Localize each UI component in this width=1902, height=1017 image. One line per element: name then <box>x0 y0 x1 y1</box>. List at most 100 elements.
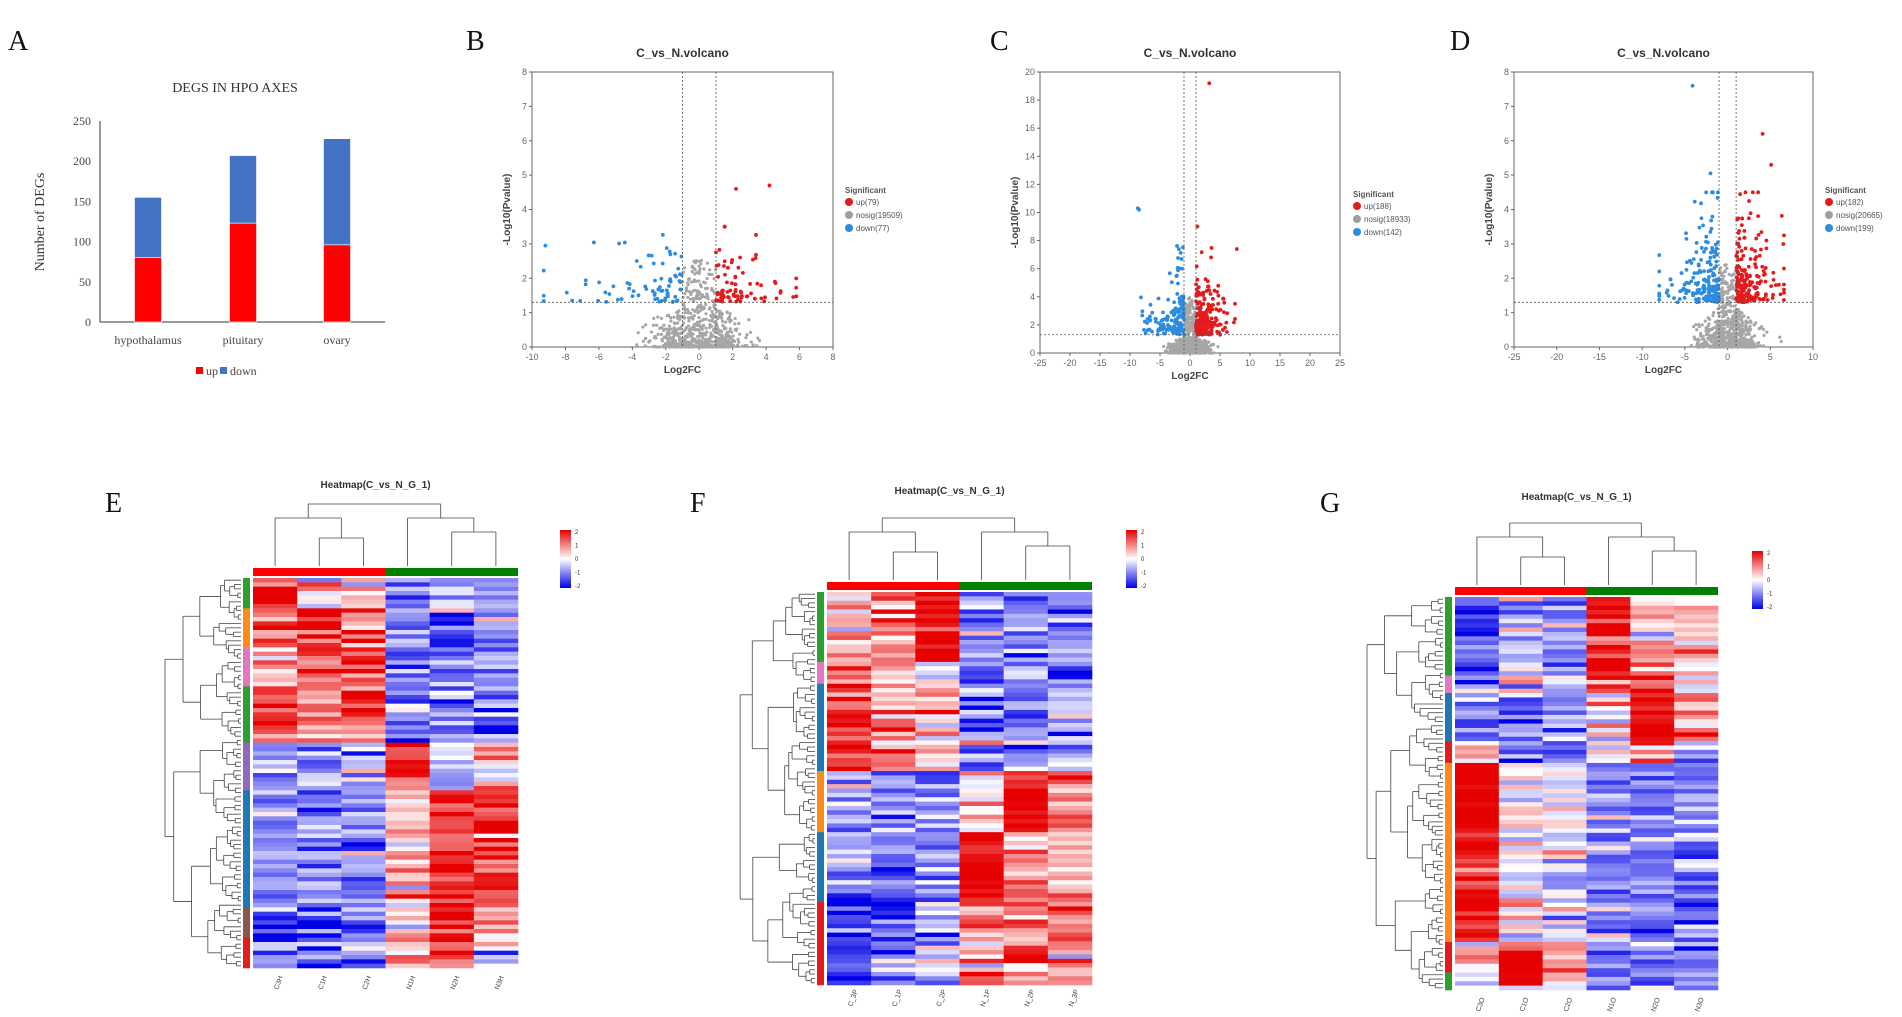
heatmap-cell <box>827 613 872 619</box>
point-nosig <box>693 322 697 326</box>
heatmap-cell <box>1047 893 1093 898</box>
heatmap-cell <box>959 657 1004 663</box>
point-nosig <box>1721 327 1725 332</box>
point-down <box>1670 282 1674 287</box>
point-down <box>1684 231 1688 236</box>
column-label: C2H <box>362 975 373 991</box>
heatmap-cell <box>1047 688 1093 693</box>
heatmap-cell <box>1498 597 1543 602</box>
heatmap-cell <box>1003 618 1049 623</box>
heatmap-cell <box>1047 648 1093 654</box>
heatmap-cell <box>385 699 430 704</box>
row-cluster-strip <box>817 709 824 715</box>
heatmap-cell <box>253 842 298 847</box>
point-nosig <box>1187 351 1191 355</box>
y-tick-label: 50 <box>79 275 91 289</box>
point-down <box>1164 327 1169 332</box>
heatmap-cell <box>473 838 519 843</box>
point-up <box>1736 299 1740 304</box>
heatmap-cell <box>385 647 430 652</box>
point-down <box>1714 246 1719 251</box>
heatmap-cell <box>959 757 1004 763</box>
point-nosig <box>1190 318 1194 322</box>
heatmap-cell <box>473 864 519 869</box>
heatmap-cell <box>429 708 475 713</box>
heatmap-cell <box>341 591 386 596</box>
y-axis-label: -Log10(Pvalue) <box>1010 177 1021 249</box>
point-nosig <box>672 315 676 319</box>
heatmap-cell <box>1498 601 1543 607</box>
point-up <box>794 276 799 281</box>
point-up <box>1754 265 1758 270</box>
point-up <box>1739 248 1744 253</box>
heatmap-cell <box>827 762 872 767</box>
heatmap-cell <box>915 753 960 759</box>
heatmap-cell <box>385 898 430 904</box>
heatmap-cell <box>959 605 1004 610</box>
heatmap-cell <box>341 777 386 782</box>
row-cluster-strip <box>243 604 250 609</box>
heatmap-cell <box>473 950 519 956</box>
heatmap-cell <box>297 595 342 600</box>
heatmap-cell <box>253 664 298 670</box>
point-down <box>1710 245 1715 250</box>
heatmap-cell <box>253 911 298 917</box>
point-nosig <box>705 261 710 265</box>
heatmap-cell <box>1047 854 1093 859</box>
heatmap-cell <box>385 664 430 670</box>
point-nosig <box>1703 319 1707 323</box>
heatmap-cell <box>915 867 960 872</box>
heatmap-cell <box>341 686 386 691</box>
point-down <box>1175 292 1180 296</box>
heatmap-cell <box>871 753 916 759</box>
point-down <box>653 278 657 283</box>
heatmap-cell <box>385 851 430 856</box>
heatmap-cell <box>385 751 430 756</box>
point-nosig <box>737 321 741 326</box>
point-nosig <box>692 279 696 284</box>
point-down <box>1715 252 1719 257</box>
point-up <box>1216 293 1221 298</box>
point-nosig <box>1720 281 1724 285</box>
y-axis-label: Number of DEGs <box>33 173 48 272</box>
heatmap-cell <box>1003 596 1049 602</box>
heatmap-cell <box>253 946 298 951</box>
point-up <box>744 294 749 299</box>
point-nosig <box>1726 285 1730 289</box>
heatmap-cell <box>385 924 430 930</box>
row-cluster-strip <box>817 640 824 645</box>
heatmap-cell <box>385 656 430 661</box>
color-scale-bar <box>560 530 571 588</box>
heatmap-cell <box>341 677 386 683</box>
point-down <box>1701 296 1706 301</box>
heatmap-cell <box>253 738 298 743</box>
heatmap-cell <box>385 586 430 592</box>
point-nosig <box>1701 344 1706 348</box>
panel-label-e: E <box>105 488 122 519</box>
point-nosig <box>1187 320 1191 325</box>
point-up <box>794 294 799 299</box>
point-up <box>1224 320 1229 325</box>
heatmap-cell <box>871 832 916 837</box>
point-up <box>1194 329 1199 334</box>
heatmap-cell <box>871 915 916 920</box>
heatmap-cell <box>341 625 386 631</box>
heatmap-cell <box>1003 631 1049 636</box>
heatmap-cell <box>473 612 519 618</box>
heatmap-cell <box>429 864 475 869</box>
point-up <box>1754 236 1759 241</box>
point-nosig <box>1689 343 1693 348</box>
point-up <box>1763 293 1768 298</box>
heatmap-cell <box>827 666 872 671</box>
heatmap-cell <box>915 875 960 881</box>
heatmap-cell <box>1674 649 1719 655</box>
point-nosig <box>731 334 735 338</box>
heatmap-cell <box>297 608 342 613</box>
point-up <box>1202 317 1207 322</box>
heatmap-cell <box>1498 636 1543 641</box>
heatmap-cell <box>1003 888 1049 894</box>
point-nosig <box>727 315 732 319</box>
point-nosig <box>1194 348 1198 353</box>
heatmap-cell <box>1542 645 1587 650</box>
heatmap-cell <box>1047 862 1093 868</box>
